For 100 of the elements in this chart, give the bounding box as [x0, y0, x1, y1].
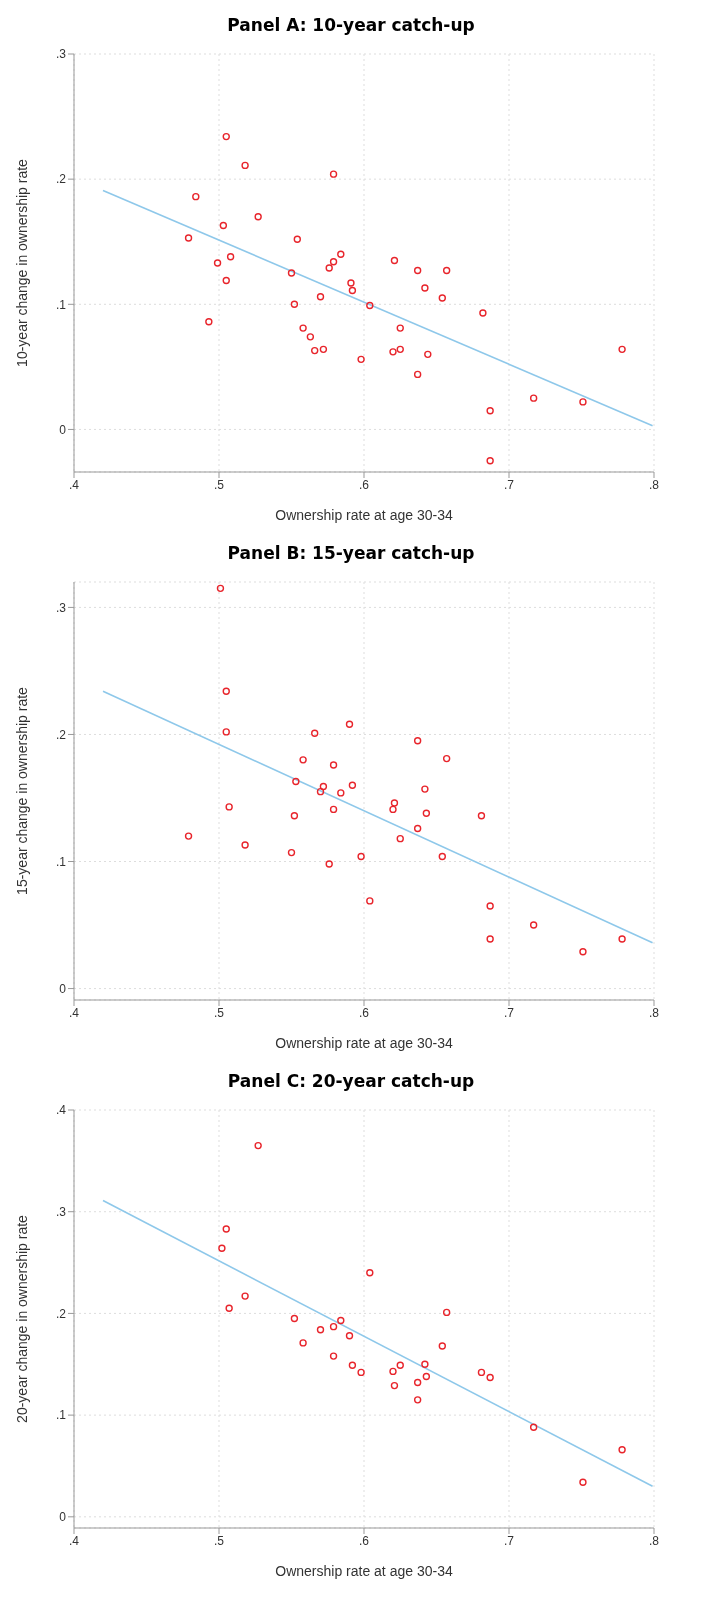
point — [184, 832, 193, 840]
point — [311, 346, 319, 355]
point — [306, 333, 315, 341]
point — [316, 1325, 325, 1334]
point — [225, 803, 233, 811]
point — [477, 1368, 486, 1377]
point — [442, 1308, 451, 1317]
point — [299, 1339, 307, 1347]
x-tick-label: .8 — [648, 477, 660, 492]
point — [329, 1322, 338, 1331]
point — [396, 345, 404, 354]
point — [347, 279, 355, 287]
point — [299, 324, 307, 332]
point — [421, 785, 429, 793]
point — [287, 848, 296, 857]
point — [422, 809, 431, 817]
point — [357, 1368, 365, 1377]
x-tick-label: .5 — [213, 1533, 225, 1548]
point — [413, 370, 422, 379]
point — [442, 266, 451, 275]
x-tick-label: .7 — [503, 1005, 515, 1020]
point — [348, 1361, 357, 1369]
y-tick-label: 0 — [59, 422, 67, 437]
point — [241, 841, 249, 849]
point — [254, 213, 262, 221]
point — [329, 761, 338, 769]
point — [413, 824, 422, 833]
point — [579, 1478, 587, 1486]
point — [442, 754, 451, 763]
point — [222, 728, 230, 736]
y-tick-label: .3 — [55, 600, 67, 615]
y-tick-label: .4 — [55, 1103, 67, 1118]
point — [486, 902, 494, 910]
point — [254, 1141, 262, 1150]
x-tick-label: .6 — [358, 1005, 370, 1020]
x-tick-label: .5 — [213, 477, 225, 492]
point — [345, 720, 354, 728]
chart-title: Panel C: 20-year catch-up — [226, 1070, 476, 1093]
point — [366, 301, 374, 310]
x-tick-label: .8 — [648, 1005, 660, 1020]
point — [290, 812, 299, 820]
point — [213, 259, 222, 267]
point — [292, 777, 300, 786]
y-axis-title: 10-year change in ownership rate — [13, 158, 30, 367]
point — [389, 1367, 397, 1376]
point — [438, 1342, 446, 1350]
point — [618, 1445, 626, 1454]
point — [325, 264, 333, 272]
y-tick-label: .3 — [55, 1204, 67, 1219]
point — [618, 345, 626, 354]
point — [319, 345, 328, 354]
point — [366, 897, 374, 905]
point — [357, 355, 365, 364]
point — [438, 852, 446, 861]
point — [325, 860, 333, 868]
point — [422, 1372, 431, 1381]
y-tick-label: .1 — [55, 1408, 67, 1423]
chart-title: Panel A: 10-year catch-up — [226, 14, 476, 37]
point — [293, 235, 301, 243]
y-tick-label: .1 — [55, 297, 67, 312]
point — [389, 348, 397, 356]
point — [396, 834, 404, 843]
point — [329, 1352, 338, 1360]
x-tick-label: .7 — [503, 477, 515, 492]
point — [486, 1373, 494, 1382]
x-tick-label: .8 — [648, 1533, 660, 1548]
point — [486, 935, 494, 943]
x-tick-label: .6 — [358, 477, 370, 492]
point — [316, 293, 325, 301]
x-axis-title: Ownership rate at age 30-34 — [275, 1035, 453, 1051]
point — [477, 812, 486, 820]
point — [421, 1360, 429, 1368]
point — [579, 398, 587, 406]
point — [345, 1332, 354, 1340]
x-tick-label: .5 — [213, 1005, 225, 1020]
chart-title: Panel B: 15-year catch-up — [226, 542, 476, 565]
point — [329, 805, 338, 814]
y-tick-label: .1 — [55, 854, 67, 869]
point — [225, 1304, 233, 1313]
x-tick-label: .7 — [503, 1533, 515, 1548]
point — [366, 1269, 374, 1277]
x-axis-title: Ownership rate at age 30-34 — [275, 1563, 453, 1579]
point — [390, 1381, 399, 1390]
point — [241, 161, 249, 170]
point — [389, 805, 397, 814]
point — [529, 1423, 538, 1432]
point — [219, 221, 228, 230]
point — [413, 266, 422, 275]
y-tick-label: 0 — [59, 981, 67, 996]
point — [337, 789, 345, 797]
point — [222, 1225, 230, 1233]
y-axis-title: 15-year change in ownership rate — [13, 686, 30, 895]
point — [287, 269, 296, 277]
y-tick-label: .2 — [55, 727, 67, 742]
point — [390, 799, 399, 807]
point — [421, 284, 429, 292]
point — [357, 852, 365, 861]
point — [337, 1316, 345, 1325]
point — [529, 921, 538, 929]
point — [226, 253, 235, 261]
